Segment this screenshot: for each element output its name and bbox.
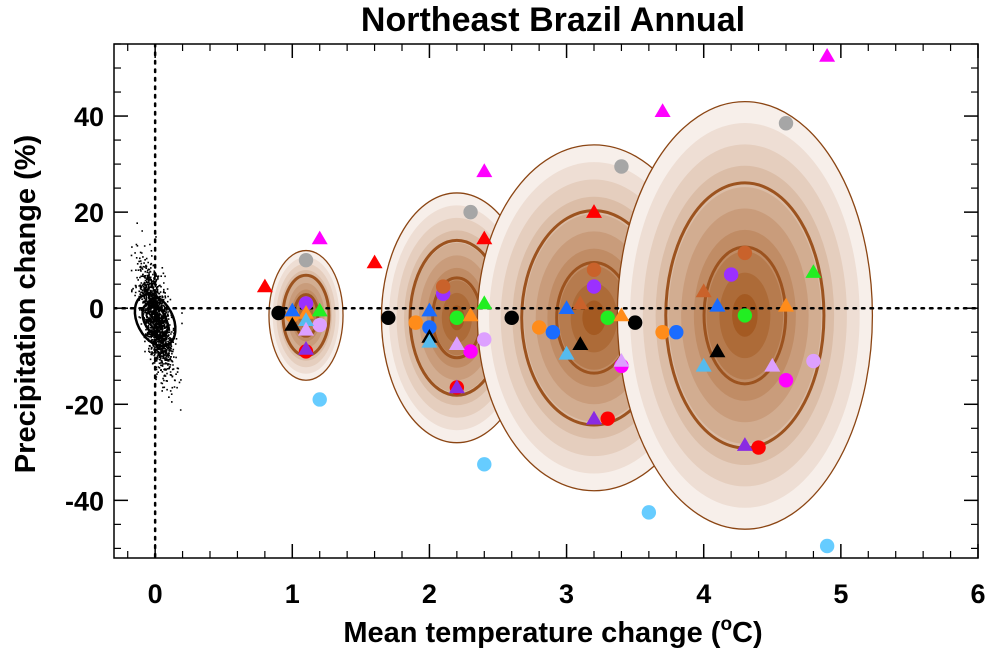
skyblue-triangles-point-4 — [695, 357, 712, 372]
red-circles-point-3 — [600, 411, 615, 426]
x-tick-label-0: 0 — [148, 579, 163, 609]
y-tick-label--20: -20 — [65, 390, 104, 420]
black-circles-point-1 — [271, 305, 286, 321]
blue-triangles-point-2 — [421, 302, 438, 317]
control-scatter — [130, 222, 183, 411]
lightblue-circles-point-3 — [641, 505, 657, 520]
grey-circles-point-3 — [614, 159, 629, 174]
y-tick-label-20: 20 — [74, 198, 104, 228]
lavender-triangles-point-4 — [764, 357, 781, 372]
axis-ticks: 0 1 2 3 4 5 6 -40 -20 0 20 40 — [65, 43, 986, 609]
lavender-triangles-point-3 — [613, 353, 630, 367]
y-tick-label--40: -40 — [65, 486, 104, 516]
orange-triangles-point-3 — [613, 307, 630, 322]
blue-triangles-point-4 — [709, 297, 726, 312]
orange-triangles-point-1 — [298, 305, 314, 319]
blue-circles-point-3 — [669, 325, 684, 340]
chart-title: Northeast Brazil Annual — [361, 1, 745, 39]
control-contour-outer — [133, 293, 177, 348]
violet-circles-point-3 — [586, 279, 602, 294]
violet-circles-point-4 — [723, 267, 739, 282]
green-circles-point-2 — [600, 310, 615, 326]
green-triangles-point-1 — [311, 302, 328, 317]
magenta-circles-point-3 — [778, 373, 794, 388]
marker-layer — [256, 48, 836, 554]
green-triangles-point-2 — [476, 295, 493, 310]
y-tick-label-40: 40 — [74, 102, 104, 132]
lavender-circles-point-2 — [477, 332, 492, 347]
brown-circles-point-2 — [586, 262, 602, 277]
x-tick-label-2: 2 — [422, 579, 437, 609]
x-tick-label-4: 4 — [696, 579, 711, 609]
grey-circles-point-4 — [778, 116, 794, 131]
orange-circles-point-2 — [408, 315, 423, 330]
black-circles-point-4 — [627, 315, 643, 330]
control-scatter-points — [130, 222, 183, 411]
lavender-triangles-point-1 — [298, 321, 314, 336]
x-tick-label-5: 5 — [833, 579, 848, 609]
red-triangles-point-4 — [586, 204, 602, 218]
x-tick-label-6: 6 — [970, 579, 985, 609]
orange-circles-point-3 — [531, 320, 547, 335]
plot-frame — [113, 43, 979, 559]
black-triangles-point-1 — [284, 317, 301, 331]
purple-triangles-point-2 — [448, 379, 465, 394]
x-tick-label-1: 1 — [285, 579, 300, 609]
x-tick-label-3: 3 — [559, 579, 574, 609]
grey-circles-point-2 — [463, 204, 478, 220]
magenta-triangles-point-3 — [654, 103, 671, 117]
purple-triangles-point-1 — [298, 341, 314, 355]
brown-circles-point-1 — [435, 279, 451, 294]
black-triangles-point-4 — [709, 343, 726, 358]
control-contour-inner — [141, 302, 170, 339]
green-triangles-point-3 — [805, 264, 822, 278]
skyblue-triangles-point-1 — [298, 312, 314, 326]
purple-triangles-point-3 — [586, 410, 602, 425]
brown-triangles-point-2 — [695, 283, 712, 298]
magenta-circles-point-1 — [463, 344, 478, 359]
blue-triangles-point-3 — [558, 300, 575, 314]
orange-circles-point-4 — [655, 325, 670, 340]
red-triangles-point-1 — [256, 278, 273, 293]
blue-triangles-point-1 — [284, 302, 301, 317]
black-circles-point-3 — [504, 310, 519, 326]
lightblue-circles-point-1 — [312, 392, 327, 407]
plot-area — [114, 44, 978, 558]
orange-triangles-point-4 — [778, 297, 794, 312]
purple-triangles-point-4 — [736, 437, 753, 451]
lightblue-circles-point-4 — [819, 538, 835, 554]
red-triangles-point-2 — [366, 254, 383, 269]
y-axis-label: Precipitation change (%) — [10, 135, 42, 473]
grey-circles-point-1 — [298, 252, 314, 268]
brown-circles-point-3 — [737, 245, 753, 261]
black-circles-point-2 — [381, 310, 396, 326]
green-circles-point-3 — [737, 308, 753, 323]
lavender-triangles-point-2 — [448, 336, 465, 350]
red-triangles-point-3 — [476, 230, 493, 245]
violet-circles-point-1 — [298, 296, 314, 311]
blue-circles-point-2 — [545, 325, 561, 340]
distribution-layer — [268, 100, 874, 530]
blue-circles-point-1 — [422, 320, 437, 335]
skyblue-triangles-point-2 — [421, 333, 438, 348]
green-circles-point-1 — [449, 310, 465, 326]
lavender-circles-point-1 — [312, 317, 327, 333]
magenta-triangles-point-2 — [476, 163, 493, 178]
magenta-triangles-point-1 — [311, 230, 328, 245]
brown-triangles-point-1 — [572, 295, 589, 310]
x-axis-label: Mean temperature change (oC) — [343, 614, 762, 649]
magenta-triangles-point-4 — [819, 48, 836, 62]
black-triangles-point-3 — [572, 336, 589, 350]
orange-triangles-point-2 — [462, 307, 479, 322]
lightblue-circles-point-2 — [477, 457, 492, 472]
red-circles-point-4 — [751, 440, 766, 455]
lavender-circles-point-3 — [806, 353, 821, 369]
y-tick-label-0: 0 — [89, 294, 104, 324]
skyblue-triangles-point-3 — [558, 345, 575, 360]
